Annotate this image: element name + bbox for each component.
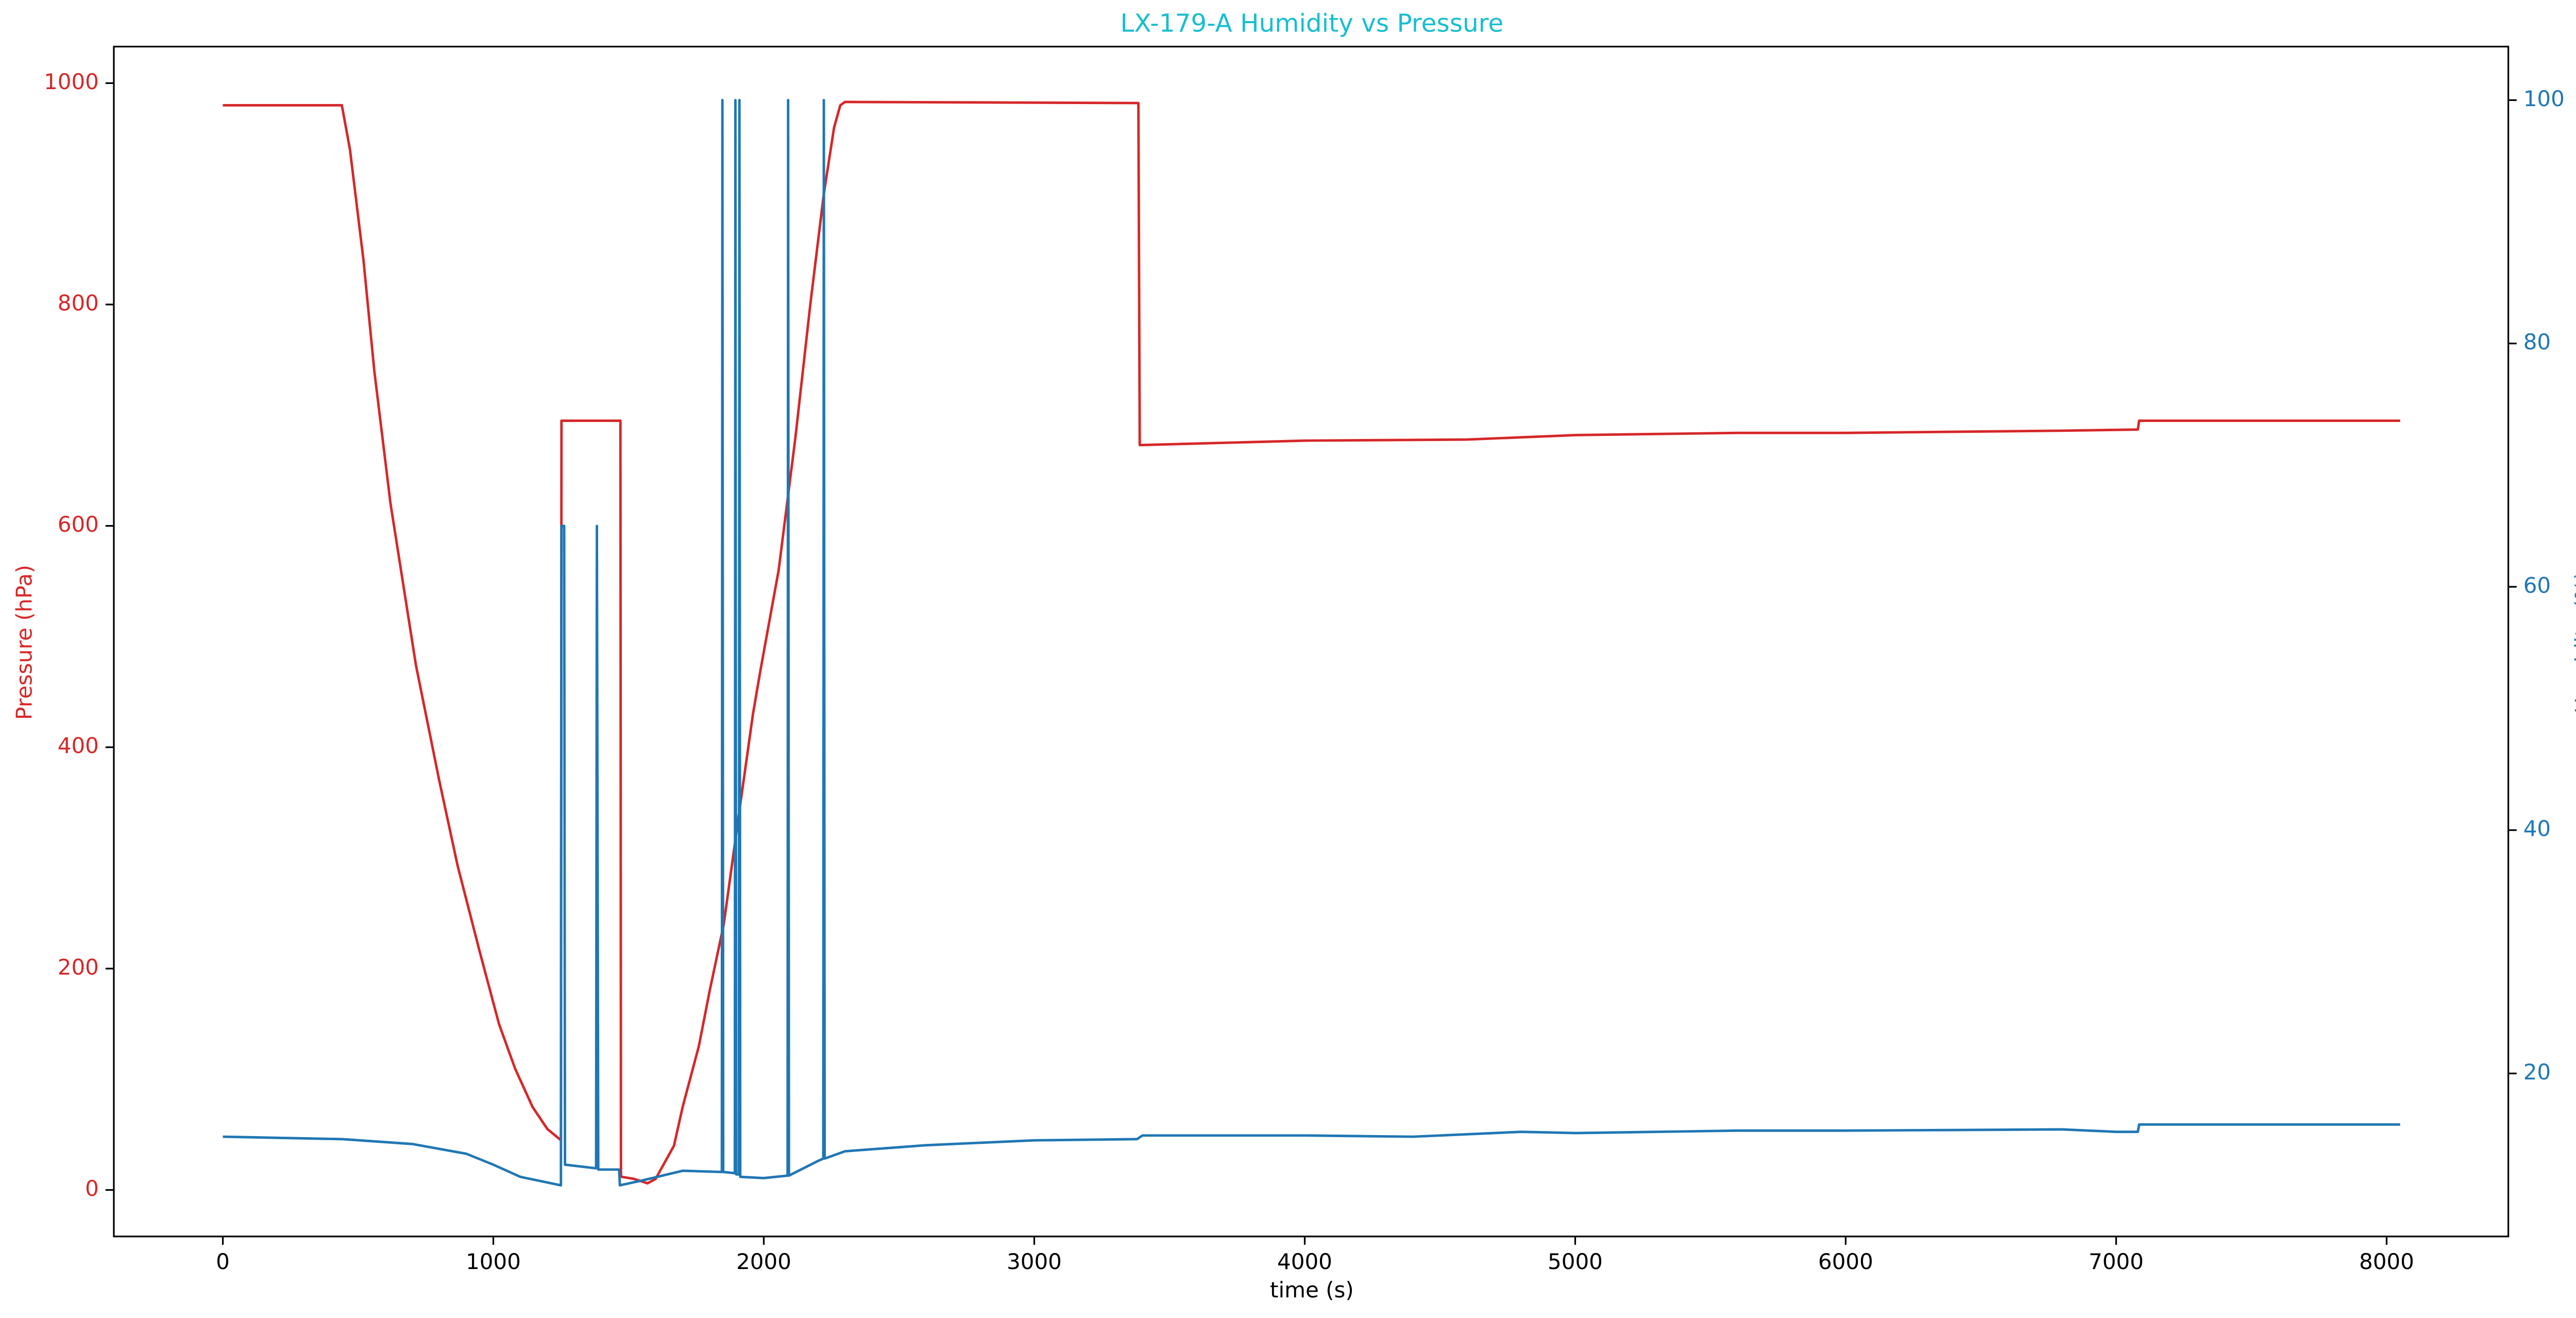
y2-tick-label: 80: [2523, 329, 2551, 354]
x-tick-label: 4000: [1277, 1249, 1332, 1274]
y2-tick-label: 40: [2523, 816, 2551, 841]
y-tick-label: 400: [58, 733, 99, 758]
x-tick-label: 2000: [736, 1249, 791, 1274]
y-tick-label: 800: [58, 290, 99, 315]
x-tick-label: 8000: [2359, 1249, 2414, 1274]
x-axis-label: time (s): [1270, 1277, 1354, 1303]
x-tick-label: 7000: [2089, 1249, 2144, 1274]
data-line: [223, 98, 2400, 1187]
y2-tick-label: 20: [2523, 1059, 2551, 1085]
x-tick-label: 6000: [1818, 1249, 1873, 1274]
x-tick-label: 1000: [466, 1249, 521, 1274]
x-tick-label: 0: [216, 1249, 230, 1274]
y-tick-label: 600: [58, 512, 99, 537]
y2-tick-label: 100: [2523, 86, 2565, 111]
x-tick-label: 5000: [1548, 1249, 1603, 1274]
y-axis-label: Pressure (hPa): [11, 565, 37, 720]
plot-frame: [113, 45, 2510, 1238]
data-line: [223, 100, 2400, 1185]
x-tick-label: 3000: [1007, 1249, 1062, 1274]
y2-axis-label: Humidity (%): [2571, 571, 2576, 714]
y2-tick-label: 60: [2523, 572, 2551, 598]
y-tick-label: 1000: [44, 69, 99, 94]
y-tick-label: 200: [58, 954, 99, 979]
y-tick-label: 0: [85, 1176, 99, 1201]
chart-title: LX-179-A Humidity vs Pressure: [1121, 9, 1504, 38]
